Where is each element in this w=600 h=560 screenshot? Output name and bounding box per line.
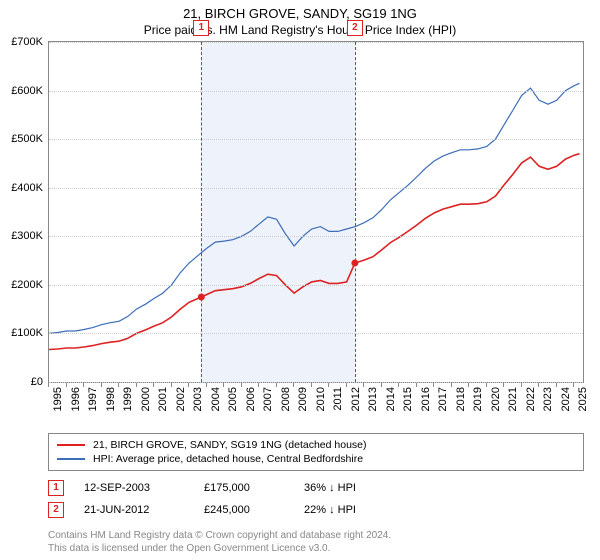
x-tick-label: 2015 — [402, 387, 414, 411]
x-tick-label: 1997 — [87, 387, 99, 411]
series-hpi — [49, 83, 580, 333]
y-tick-label: £400K — [11, 182, 49, 194]
x-tick-label: 2013 — [367, 387, 379, 411]
y-tick-label: £600K — [11, 85, 49, 97]
chart-subtitle: Price paid vs. HM Land Registry's House … — [0, 21, 600, 41]
y-tick-label: £200K — [11, 279, 49, 291]
legend-row: 21, BIRCH GROVE, SANDY, SG19 1NG (detach… — [57, 438, 575, 452]
x-tick-label: 2019 — [472, 387, 484, 411]
row-flag: 1 — [48, 480, 64, 496]
x-tick-label: 2022 — [525, 387, 537, 411]
legend-swatch-paid — [57, 444, 85, 446]
y-tick-label: £500K — [11, 133, 49, 145]
footer-line: This data is licensed under the Open Gov… — [48, 542, 584, 555]
annotation-flag: 2 — [347, 20, 363, 36]
x-tick-label: 2006 — [245, 387, 257, 411]
x-tick-label: 2024 — [560, 387, 572, 411]
x-tick-label: 2002 — [175, 387, 187, 411]
row-flag: 2 — [48, 502, 64, 518]
y-tick-label: £300K — [11, 230, 49, 242]
x-tick-label: 2017 — [437, 387, 449, 411]
row-price: £245,000 — [204, 504, 284, 516]
legend-label-hpi: HPI: Average price, detached house, Cent… — [93, 453, 363, 465]
row-price: £175,000 — [204, 482, 284, 494]
x-tick-label: 2009 — [297, 387, 309, 411]
footer-line: Contains HM Land Registry data © Crown c… — [48, 529, 584, 542]
chart-title: 21, BIRCH GROVE, SANDY, SG19 1NG — [0, 0, 600, 21]
x-tick-label: 2012 — [350, 387, 362, 411]
x-tick-label: 2000 — [140, 387, 152, 411]
container: 21, BIRCH GROVE, SANDY, SG19 1NG Price p… — [0, 0, 600, 560]
transactions-table: 1 12-SEP-2003 £175,000 36% ↓ HPI 2 21-JU… — [48, 477, 584, 521]
x-tick-label: 2018 — [455, 387, 467, 411]
x-tick-label: 1995 — [52, 387, 64, 411]
row-date: 12-SEP-2003 — [84, 482, 184, 494]
chart-plot-area: £0£100K£200K£300K£400K£500K£600K£700K12 — [48, 41, 584, 383]
series-paid — [49, 154, 580, 350]
table-row: 2 21-JUN-2012 £245,000 22% ↓ HPI — [48, 499, 584, 521]
row-vs-hpi: 36% ↓ HPI — [304, 482, 356, 494]
x-tick-label: 2011 — [332, 387, 344, 411]
x-tick-label: 2020 — [490, 387, 502, 411]
y-tick-label: £700K — [11, 36, 49, 48]
x-tick-label: 2010 — [315, 387, 327, 411]
x-tick-label: 2016 — [420, 387, 432, 411]
legend-box: 21, BIRCH GROVE, SANDY, SG19 1NG (detach… — [48, 433, 584, 471]
x-tick-label: 2014 — [385, 387, 397, 411]
legend-swatch-hpi — [57, 458, 85, 460]
legend-label-paid: 21, BIRCH GROVE, SANDY, SG19 1NG (detach… — [93, 439, 367, 451]
x-tick-label: 2001 — [157, 387, 169, 411]
table-row: 1 12-SEP-2003 £175,000 36% ↓ HPI — [48, 477, 584, 499]
x-tick-label: 1999 — [122, 387, 134, 411]
x-tick-label: 2007 — [262, 387, 274, 411]
x-tick-label: 2005 — [227, 387, 239, 411]
x-tick-label: 1998 — [105, 387, 117, 411]
annotation-flag: 1 — [193, 20, 209, 36]
x-tick-label: 2025 — [577, 387, 589, 411]
row-date: 21-JUN-2012 — [84, 504, 184, 516]
y-tick-label: £100K — [11, 327, 49, 339]
x-tick-label: 2004 — [210, 387, 222, 411]
x-axis-ticks: 1995 1996 1997 1998 1999 2000 2001 2002 2003 2004… — [48, 383, 584, 427]
y-tick-label: £0 — [31, 376, 49, 388]
x-tick-label: 2021 — [507, 387, 519, 411]
footer-attribution: Contains HM Land Registry data © Crown c… — [48, 529, 584, 555]
row-vs-hpi: 22% ↓ HPI — [304, 504, 356, 516]
x-tick-label: 2023 — [542, 387, 554, 411]
x-tick-label: 2008 — [280, 387, 292, 411]
chart-svg — [49, 42, 583, 382]
x-tick-label: 2003 — [192, 387, 204, 411]
legend-row: HPI: Average price, detached house, Cent… — [57, 452, 575, 466]
x-tick-label: 1996 — [70, 387, 82, 411]
